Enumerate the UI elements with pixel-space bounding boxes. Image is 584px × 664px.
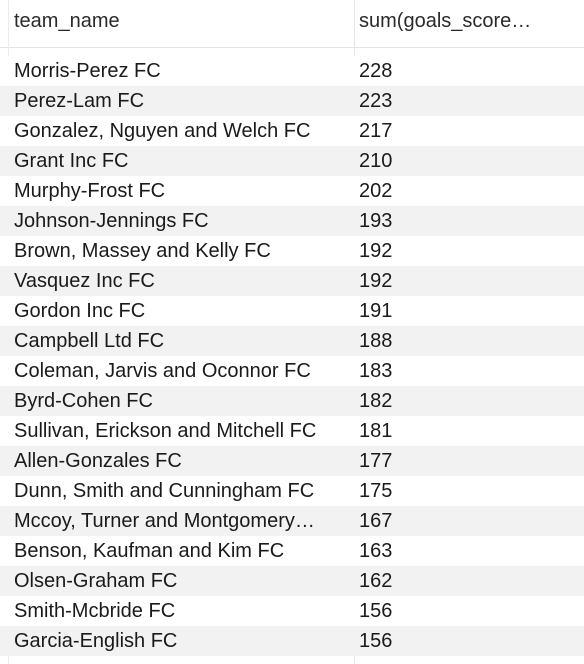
table-row[interactable]: Smith-Mcbride FC 156 [0, 596, 584, 626]
team-name-cell[interactable]: Campbell Ltd FC [14, 330, 165, 352]
goals-sum-cell[interactable]: 193 [359, 210, 393, 232]
table-row[interactable]: Byrd-Cohen FC 182 [0, 386, 584, 416]
team-name-cell[interactable]: Benson, Kaufman and Kim FC [14, 540, 285, 562]
table-row[interactable]: Olsen-Graham FC 162 [0, 566, 584, 596]
goals-sum-cell[interactable]: 162 [359, 570, 393, 592]
table-row[interactable]: Coleman, Jarvis and Oconnor FC 183 [0, 356, 584, 386]
team-name-cell[interactable]: Murphy-Frost FC [14, 180, 166, 202]
grid-body: Morris-Perez FC 228 Perez-Lam FC 223 Gonzale… [0, 56, 584, 656]
team-name-cell[interactable]: Grant Inc FC [14, 150, 129, 172]
table-row[interactable]: Johnson-Jennings FC 193 [0, 206, 584, 236]
team-name-cell[interactable]: Mccoy, Turner and Montgomery… [14, 510, 315, 532]
goals-sum-cell[interactable]: 156 [359, 600, 393, 622]
goals-sum-cell[interactable]: 228 [359, 60, 393, 82]
team-name-cell[interactable]: Perez-Lam FC [14, 90, 145, 112]
grid-header: team_name sum(goals_score… [0, 0, 584, 41]
team-name-cell[interactable]: Sullivan, Erickson and Mitchell FC [14, 420, 317, 442]
table-row[interactable]: Perez-Lam FC 223 [0, 86, 584, 116]
team-name-cell[interactable]: Gonzalez, Nguyen and Welch FC [14, 120, 311, 142]
team-name-cell[interactable]: Brown, Massey and Kelly FC [14, 240, 271, 262]
goals-sum-cell[interactable]: 182 [359, 390, 393, 412]
table-row[interactable]: Benson, Kaufman and Kim FC 163 [0, 536, 584, 566]
team-name-cell[interactable]: Johnson-Jennings FC [14, 210, 209, 232]
goals-sum-cell[interactable]: 167 [359, 510, 393, 532]
table-row[interactable]: Mccoy, Turner and Montgomery… 167 [0, 506, 584, 536]
team-name-cell[interactable]: Morris-Perez FC [14, 60, 161, 82]
goals-sum-cell[interactable]: 156 [359, 630, 393, 652]
team-name-cell[interactable]: Olsen-Graham FC [14, 570, 178, 592]
team-name-cell[interactable]: Allen-Gonzales FC [14, 450, 182, 472]
goals-sum-cell[interactable]: 192 [359, 270, 393, 292]
goals-sum-cell[interactable]: 192 [359, 240, 393, 262]
goals-sum-cell[interactable]: 191 [359, 300, 393, 322]
team-name-cell[interactable]: Vasquez Inc FC [14, 270, 155, 292]
goals-sum-cell[interactable]: 188 [359, 330, 393, 352]
team-name-cell[interactable]: Gordon Inc FC [14, 300, 146, 322]
table-row[interactable]: Dunn, Smith and Cunningham FC 175 [0, 476, 584, 506]
column-header-sum-goals-scored[interactable]: sum(goals_score… [359, 10, 532, 32]
team-name-cell[interactable]: Dunn, Smith and Cunningham FC [14, 480, 315, 502]
goals-sum-cell[interactable]: 217 [359, 120, 393, 142]
table-row[interactable]: Morris-Perez FC 228 [0, 56, 584, 86]
goals-sum-cell[interactable]: 223 [359, 90, 393, 112]
table-row[interactable]: Murphy-Frost FC 202 [0, 176, 584, 206]
team-name-cell[interactable]: Smith-Mcbride FC [14, 600, 176, 622]
team-name-cell[interactable]: Byrd-Cohen FC [14, 390, 153, 412]
goals-sum-cell[interactable]: 177 [359, 450, 393, 472]
header-spacer [0, 40, 584, 48]
table-row[interactable]: Gonzalez, Nguyen and Welch FC 217 [0, 116, 584, 146]
table-row[interactable]: Campbell Ltd FC 188 [0, 326, 584, 356]
column-header-team-name[interactable]: team_name [14, 10, 120, 32]
table-row[interactable]: Garcia-English FC 156 [0, 626, 584, 656]
team-name-cell[interactable]: Coleman, Jarvis and Oconnor FC [14, 360, 311, 382]
goals-sum-cell[interactable]: 175 [359, 480, 393, 502]
table-row[interactable]: Gordon Inc FC 191 [0, 296, 584, 326]
table-row[interactable]: Brown, Massey and Kelly FC 192 [0, 236, 584, 266]
goals-sum-cell[interactable]: 163 [359, 540, 393, 562]
table-row[interactable]: Vasquez Inc FC 192 [0, 266, 584, 296]
goals-sum-cell[interactable]: 183 [359, 360, 393, 382]
goals-sum-cell[interactable]: 202 [359, 180, 393, 202]
table-row[interactable]: Allen-Gonzales FC 177 [0, 446, 584, 476]
table-row[interactable]: Sullivan, Erickson and Mitchell FC 181 [0, 416, 584, 446]
table-row[interactable]: Grant Inc FC 210 [0, 146, 584, 176]
goals-sum-cell[interactable]: 181 [359, 420, 393, 442]
team-name-cell[interactable]: Garcia-English FC [14, 630, 178, 652]
goals-sum-cell[interactable]: 210 [359, 150, 393, 172]
